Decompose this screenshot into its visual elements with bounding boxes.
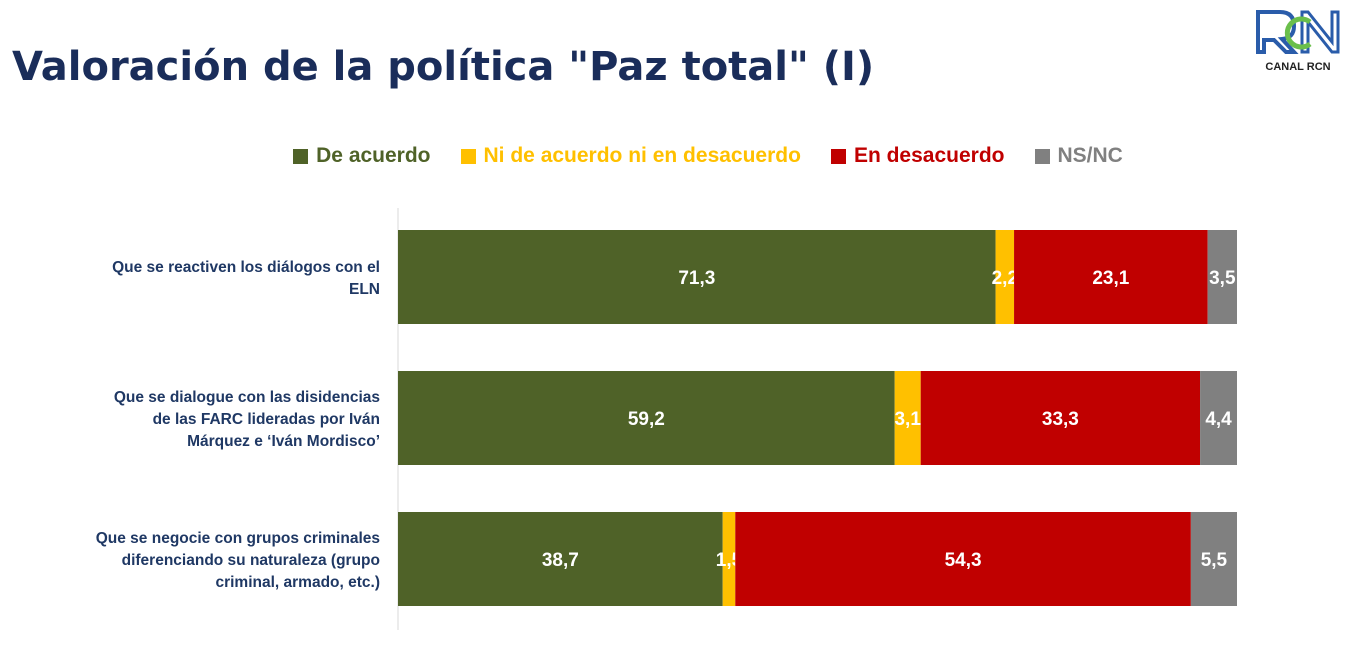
bar-segment <box>398 230 996 324</box>
bar-segment <box>920 371 1201 465</box>
legend-item: En desacuerdo <box>830 144 1005 168</box>
category-label: ELN <box>349 281 380 298</box>
legend-swatch <box>1034 148 1050 164</box>
data-label: 33,3 <box>1042 409 1079 430</box>
legend-item: NS/NC <box>1034 144 1123 168</box>
legend-item: Ni de acuerdo ni en desacuerdo <box>460 144 801 168</box>
legend-swatch <box>830 148 846 164</box>
category-label: Que se dialogue con las disidencias <box>114 389 380 406</box>
bar-segment <box>1207 230 1237 324</box>
legend-label: En desacuerdo <box>853 144 1005 167</box>
bar-segment <box>1190 512 1237 606</box>
data-label: 5,5 <box>1201 550 1228 571</box>
bar-segment <box>995 230 1015 324</box>
data-label: 3,5 <box>1209 268 1236 289</box>
category-label: de las FARC lideradas por Iván <box>153 411 380 428</box>
legend-label: NS/NC <box>1057 144 1123 167</box>
bar-segment <box>722 512 736 606</box>
legend-swatch <box>460 148 476 164</box>
category-label: Márquez e ‘Iván Mordisco’ <box>187 433 380 450</box>
svg-text:CANAL RCN: CANAL RCN <box>1265 61 1330 73</box>
legend-swatch <box>293 148 309 164</box>
data-label: 38,7 <box>542 550 579 571</box>
chart-legend: De acuerdo Ni de acuerdo ni en desacuerdo… <box>0 144 1356 168</box>
legend-label: Ni de acuerdo ni en desacuerdo <box>483 144 801 167</box>
data-label: 23,1 <box>1092 268 1129 289</box>
category-label: criminal, armado, etc.) <box>215 574 380 591</box>
page-title: Valoración de la política "Paz total" (I… <box>12 44 875 90</box>
legend-item: De acuerdo <box>293 144 431 168</box>
bar-segment <box>398 371 895 465</box>
legend-label: De acuerdo <box>316 144 431 167</box>
data-label: 2,2 <box>992 268 1018 289</box>
bar-segment <box>735 512 1191 606</box>
bar-segment <box>894 371 921 465</box>
category-label: Que se reactiven los diálogos con el <box>112 259 380 276</box>
data-label: 3,1 <box>894 409 921 430</box>
category-label: Que se negocie con grupos criminales <box>96 530 380 547</box>
data-label: 59,2 <box>628 409 665 430</box>
data-label: 54,3 <box>945 550 982 571</box>
bar-segment <box>1200 371 1237 465</box>
canal-rcn-logo: CANAL RCN <box>1256 10 1340 73</box>
category-label: diferenciando su naturaleza (grupo <box>122 552 380 569</box>
bar-segment <box>398 512 723 606</box>
data-label: 71,3 <box>678 268 715 289</box>
data-label: 4,4 <box>1205 409 1232 430</box>
bar-segment <box>1014 230 1208 324</box>
